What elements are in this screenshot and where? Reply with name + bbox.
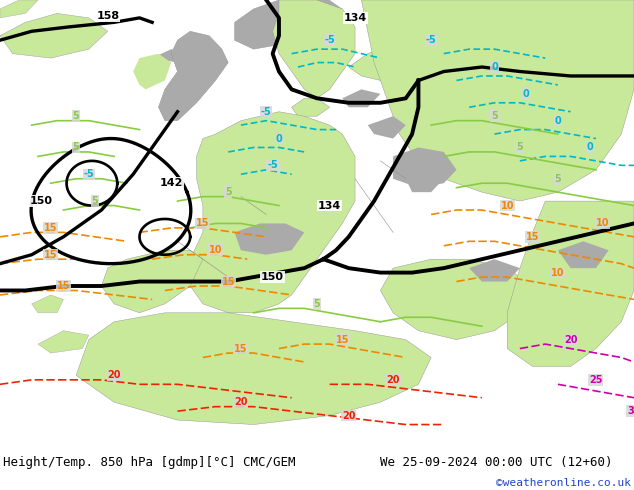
Polygon shape	[101, 250, 203, 313]
Text: 25: 25	[589, 375, 603, 385]
Text: 0: 0	[523, 89, 529, 99]
Text: 15: 15	[526, 232, 540, 242]
Text: 15: 15	[56, 281, 70, 291]
Text: 150: 150	[30, 196, 53, 206]
Text: 5: 5	[517, 143, 523, 152]
Text: 15: 15	[335, 335, 349, 344]
Polygon shape	[152, 49, 190, 63]
Polygon shape	[292, 98, 330, 116]
Text: 20: 20	[107, 370, 121, 380]
Text: Height/Temp. 850 hPa [gdmp][°C] CMC/GEM: Height/Temp. 850 hPa [gdmp][°C] CMC/GEM	[3, 456, 295, 468]
Text: 15: 15	[234, 343, 248, 354]
Text: 35: 35	[627, 406, 634, 416]
Text: -5: -5	[268, 160, 278, 171]
Polygon shape	[235, 223, 304, 255]
Polygon shape	[235, 0, 317, 49]
Polygon shape	[158, 31, 222, 121]
Text: 5: 5	[73, 111, 79, 121]
Polygon shape	[32, 295, 63, 313]
Polygon shape	[406, 170, 444, 192]
Text: 20: 20	[342, 411, 356, 420]
Polygon shape	[133, 53, 171, 89]
Polygon shape	[0, 13, 108, 58]
Text: 10: 10	[500, 200, 514, 211]
Polygon shape	[304, 0, 342, 36]
Text: 15: 15	[44, 223, 58, 233]
Polygon shape	[368, 116, 406, 139]
Polygon shape	[361, 0, 634, 201]
Text: 134: 134	[318, 200, 341, 211]
Text: 15: 15	[44, 250, 58, 260]
Text: We 25-09-2024 00:00 UTC (12+60): We 25-09-2024 00:00 UTC (12+60)	[380, 456, 613, 468]
Text: 0: 0	[491, 62, 498, 72]
Text: 5: 5	[314, 299, 320, 309]
Text: 142: 142	[160, 178, 183, 188]
Polygon shape	[38, 331, 89, 353]
Text: ©weatheronline.co.uk: ©weatheronline.co.uk	[496, 478, 631, 488]
Text: 10: 10	[209, 245, 223, 255]
Polygon shape	[558, 241, 609, 268]
Text: 20: 20	[386, 375, 400, 385]
Text: 20: 20	[234, 397, 248, 407]
Polygon shape	[380, 259, 533, 340]
Polygon shape	[507, 201, 634, 367]
Polygon shape	[273, 0, 355, 98]
Polygon shape	[0, 0, 38, 18]
Text: -5: -5	[325, 35, 335, 45]
Polygon shape	[158, 31, 228, 121]
Text: 0: 0	[276, 134, 282, 144]
Text: -5: -5	[84, 169, 94, 179]
Polygon shape	[342, 89, 380, 107]
Text: 150: 150	[261, 272, 284, 282]
Text: 5: 5	[92, 196, 98, 206]
Text: 15: 15	[221, 276, 235, 287]
Polygon shape	[393, 147, 456, 188]
Text: 15: 15	[196, 219, 210, 228]
Polygon shape	[469, 259, 520, 282]
Text: 5: 5	[555, 174, 561, 184]
Polygon shape	[349, 45, 406, 80]
Text: 5: 5	[491, 111, 498, 121]
Text: 158: 158	[96, 11, 119, 21]
Text: -5: -5	[261, 107, 271, 117]
Text: 0: 0	[586, 143, 593, 152]
Text: 5: 5	[225, 187, 231, 197]
Text: 10: 10	[551, 268, 565, 278]
Polygon shape	[76, 313, 431, 424]
Text: 20: 20	[564, 335, 578, 344]
Text: 5: 5	[73, 143, 79, 152]
Text: 134: 134	[344, 13, 366, 23]
Text: -5: -5	[426, 35, 436, 45]
Text: 0: 0	[555, 116, 561, 125]
Text: 10: 10	[595, 219, 609, 228]
Polygon shape	[190, 112, 355, 313]
